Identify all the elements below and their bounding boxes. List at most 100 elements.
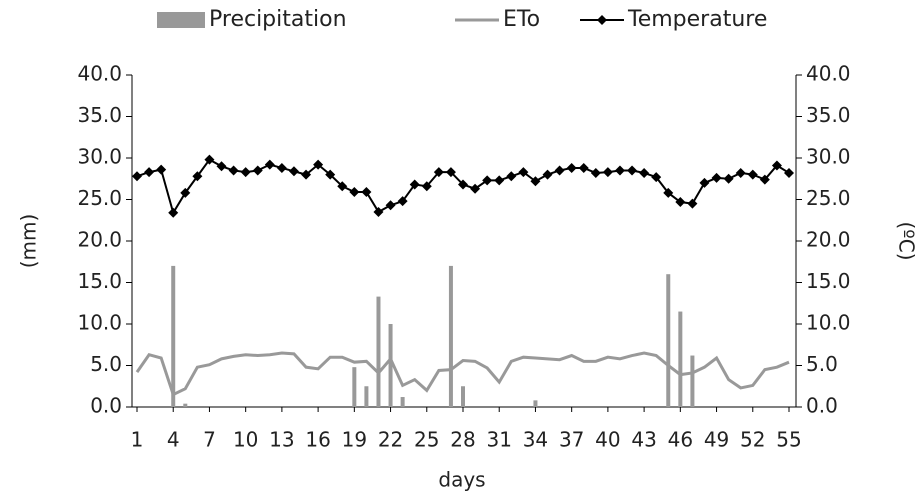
marker	[759, 174, 770, 185]
y-tick-label: 30.0	[77, 145, 122, 169]
marker	[313, 159, 324, 170]
y2-tick-label: 25.0	[806, 186, 851, 210]
marker	[518, 167, 529, 178]
y-axis-label: (mm)	[17, 214, 41, 269]
bar	[678, 311, 683, 407]
bar	[461, 386, 465, 407]
y-tick-label: 25.0	[77, 186, 122, 210]
x-tick-label: 31	[486, 428, 511, 452]
legend-label: Precipitation	[209, 7, 347, 32]
marker	[421, 181, 432, 192]
bar	[376, 296, 381, 407]
bar	[666, 274, 671, 407]
x-tick-label: 52	[740, 428, 765, 452]
x-tick-label: 22	[378, 428, 403, 452]
marker	[325, 169, 336, 180]
marker	[264, 159, 275, 170]
marker	[530, 176, 541, 187]
x-tick-label: 46	[668, 428, 693, 452]
marker	[288, 166, 299, 177]
marker	[482, 175, 493, 186]
marker	[349, 187, 360, 198]
marker	[216, 161, 227, 172]
marker	[771, 160, 782, 171]
marker	[228, 165, 239, 176]
y-tick-label: 15.0	[77, 269, 122, 293]
marker	[699, 177, 710, 188]
marker	[578, 162, 589, 173]
marker	[639, 167, 650, 178]
x-tick-label: 55	[776, 428, 801, 452]
marker	[458, 179, 468, 190]
marker	[735, 167, 746, 178]
marker	[301, 169, 312, 180]
marker	[144, 167, 155, 178]
bar	[364, 386, 369, 407]
y2-tick-label: 40.0	[806, 62, 851, 86]
x-axis-label: days	[438, 468, 485, 492]
bar	[448, 265, 453, 407]
x-tick-label: 13	[269, 428, 294, 452]
x-tick-label: 10	[233, 428, 258, 452]
marker	[240, 167, 251, 178]
bar	[690, 355, 695, 407]
marker	[156, 164, 167, 175]
marker	[723, 173, 734, 184]
marker	[409, 179, 420, 190]
marker	[180, 187, 191, 198]
marker	[445, 167, 456, 178]
x-tick-label: 4	[167, 428, 180, 452]
y2-tick-label: 0.0	[806, 394, 838, 418]
marker	[675, 196, 686, 207]
x-tick-label: 25	[414, 428, 439, 452]
y2-axis-label: (ºC)	[895, 222, 919, 261]
marker	[566, 162, 577, 173]
legend-marker	[597, 15, 607, 25]
marker	[506, 171, 517, 182]
marker	[627, 165, 638, 176]
marker	[433, 167, 444, 178]
x-tick-label: 28	[450, 428, 475, 452]
marker	[168, 207, 179, 218]
y-tick-label: 10.0	[77, 311, 122, 335]
marker	[192, 171, 203, 182]
line	[135, 351, 790, 397]
x-tick-label: 34	[523, 428, 548, 452]
marker	[494, 175, 505, 186]
marker	[204, 154, 215, 165]
marker	[614, 165, 625, 176]
y-tick-label: 20.0	[77, 228, 122, 252]
x-tick-label: 43	[631, 428, 656, 452]
x-tick-label: 40	[595, 428, 620, 452]
y2-tick-label: 20.0	[806, 228, 851, 252]
marker	[373, 206, 384, 217]
marker	[542, 169, 553, 180]
marker	[590, 167, 601, 178]
bar	[533, 400, 538, 407]
bar	[388, 324, 393, 407]
marker	[397, 196, 408, 207]
marker	[651, 172, 662, 183]
legend-swatch	[157, 12, 205, 28]
x-tick-label: 37	[559, 428, 584, 452]
marker	[470, 183, 481, 194]
y2-tick-label: 15.0	[806, 269, 851, 293]
legend-label: Temperature	[627, 7, 767, 32]
y-tick-label: 0.0	[90, 394, 122, 418]
marker	[784, 167, 794, 178]
y2-tick-label: 10.0	[806, 311, 851, 335]
x-tick-label: 19	[342, 428, 367, 452]
marker	[132, 171, 142, 182]
marker	[687, 198, 698, 209]
y-tick-label: 5.0	[90, 352, 122, 376]
marker	[337, 181, 348, 192]
marker	[554, 165, 565, 176]
marker	[711, 172, 722, 183]
y2-tick-label: 5.0	[806, 352, 838, 376]
bar	[352, 367, 357, 407]
y-tick-label: 35.0	[77, 103, 122, 127]
y2-tick-label: 35.0	[806, 103, 851, 127]
x-tick-label: 49	[704, 428, 729, 452]
marker	[747, 169, 758, 180]
y2-tick-label: 30.0	[806, 145, 851, 169]
